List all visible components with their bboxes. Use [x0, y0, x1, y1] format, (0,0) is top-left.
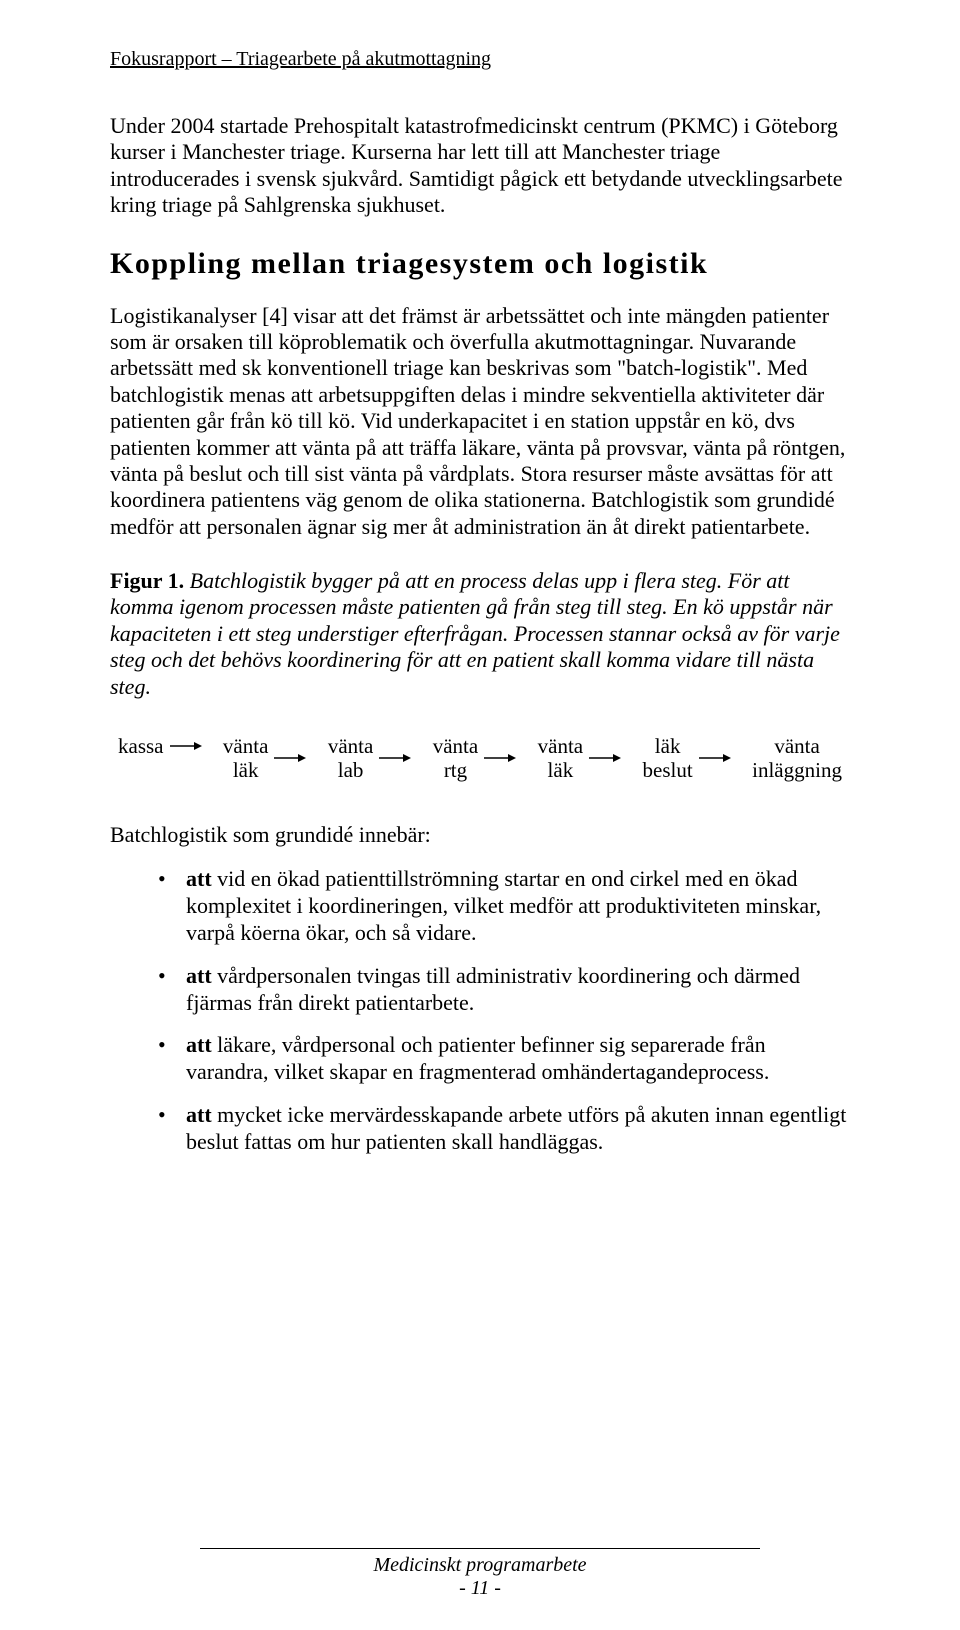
- flow-step-label: vänta inläggning: [752, 734, 842, 782]
- list-item-text: mycket icke mervärdesskapande arbete utf…: [186, 1102, 846, 1154]
- list-item: att mycket icke mervärdesskapande arbete…: [158, 1102, 850, 1156]
- arrow-icon: [699, 751, 731, 765]
- flow-step: läk beslut: [643, 734, 731, 782]
- flow-step-label: vänta läk: [223, 734, 268, 782]
- list-item-bold: att: [186, 963, 212, 988]
- figure-caption-text: Batchlogistik bygger på att en process d…: [110, 568, 840, 699]
- list-item: att läkare, vårdpersonal och patienter b…: [158, 1032, 850, 1086]
- list-item: att vårdpersonalen tvingas till administ…: [158, 963, 850, 1017]
- list-item-bold: att: [186, 1102, 212, 1127]
- flow-step: kassa: [118, 734, 202, 758]
- list-item-text: vårdpersonalen tvingas till administrati…: [186, 963, 800, 1015]
- intro-paragraph: Under 2004 startade Prehospitalt katastr…: [110, 113, 850, 219]
- flow-step-label: läk beslut: [643, 734, 693, 782]
- bullet-list: att vid en ökad patienttillströmning sta…: [110, 866, 850, 1155]
- page-footer: Medicinskt programarbete - 11 -: [0, 1548, 960, 1600]
- arrow-icon: [589, 751, 621, 765]
- arrow-icon: [170, 739, 202, 753]
- section-heading: Koppling mellan triagesystem och logisti…: [110, 247, 850, 281]
- list-item-text: läkare, vårdpersonal och patienter befin…: [186, 1032, 769, 1084]
- flow-diagram: kassa vänta läk vänta lab vänta rtg vänta lä…: [110, 734, 850, 782]
- flow-step-label: vänta rtg: [433, 734, 478, 782]
- body-paragraph: Logistikanalyser [4] visar att det främs…: [110, 303, 850, 541]
- document-header: Fokusrapport – Triagearbete på akutmotta…: [110, 48, 850, 71]
- flow-step: vänta läk: [538, 734, 621, 782]
- footer-page-number: - 11 -: [0, 1577, 960, 1600]
- footer-text: Medicinskt programarbete: [0, 1553, 960, 1577]
- flow-step-label: kassa: [118, 734, 164, 758]
- arrow-icon: [274, 751, 306, 765]
- flow-step: vänta läk: [223, 734, 306, 782]
- flow-step: vänta lab: [328, 734, 411, 782]
- arrow-icon: [484, 751, 516, 765]
- flow-step-label: vänta läk: [538, 734, 583, 782]
- flow-step: vänta rtg: [433, 734, 516, 782]
- list-intro: Batchlogistik som grundidé innebär:: [110, 822, 850, 848]
- list-item-text: vid en ökad patienttillströmning startar…: [186, 866, 821, 945]
- list-item-bold: att: [186, 866, 212, 891]
- flow-step-label: vänta lab: [328, 734, 373, 782]
- flow-step: vänta inläggning: [752, 734, 842, 782]
- figure-caption: Figur 1. Batchlogistik bygger på att en …: [110, 568, 850, 700]
- list-item-bold: att: [186, 1032, 212, 1057]
- figure-label: Figur 1.: [110, 568, 184, 593]
- footer-rule: [200, 1548, 760, 1549]
- list-item: att vid en ökad patienttillströmning sta…: [158, 866, 850, 946]
- arrow-icon: [379, 751, 411, 765]
